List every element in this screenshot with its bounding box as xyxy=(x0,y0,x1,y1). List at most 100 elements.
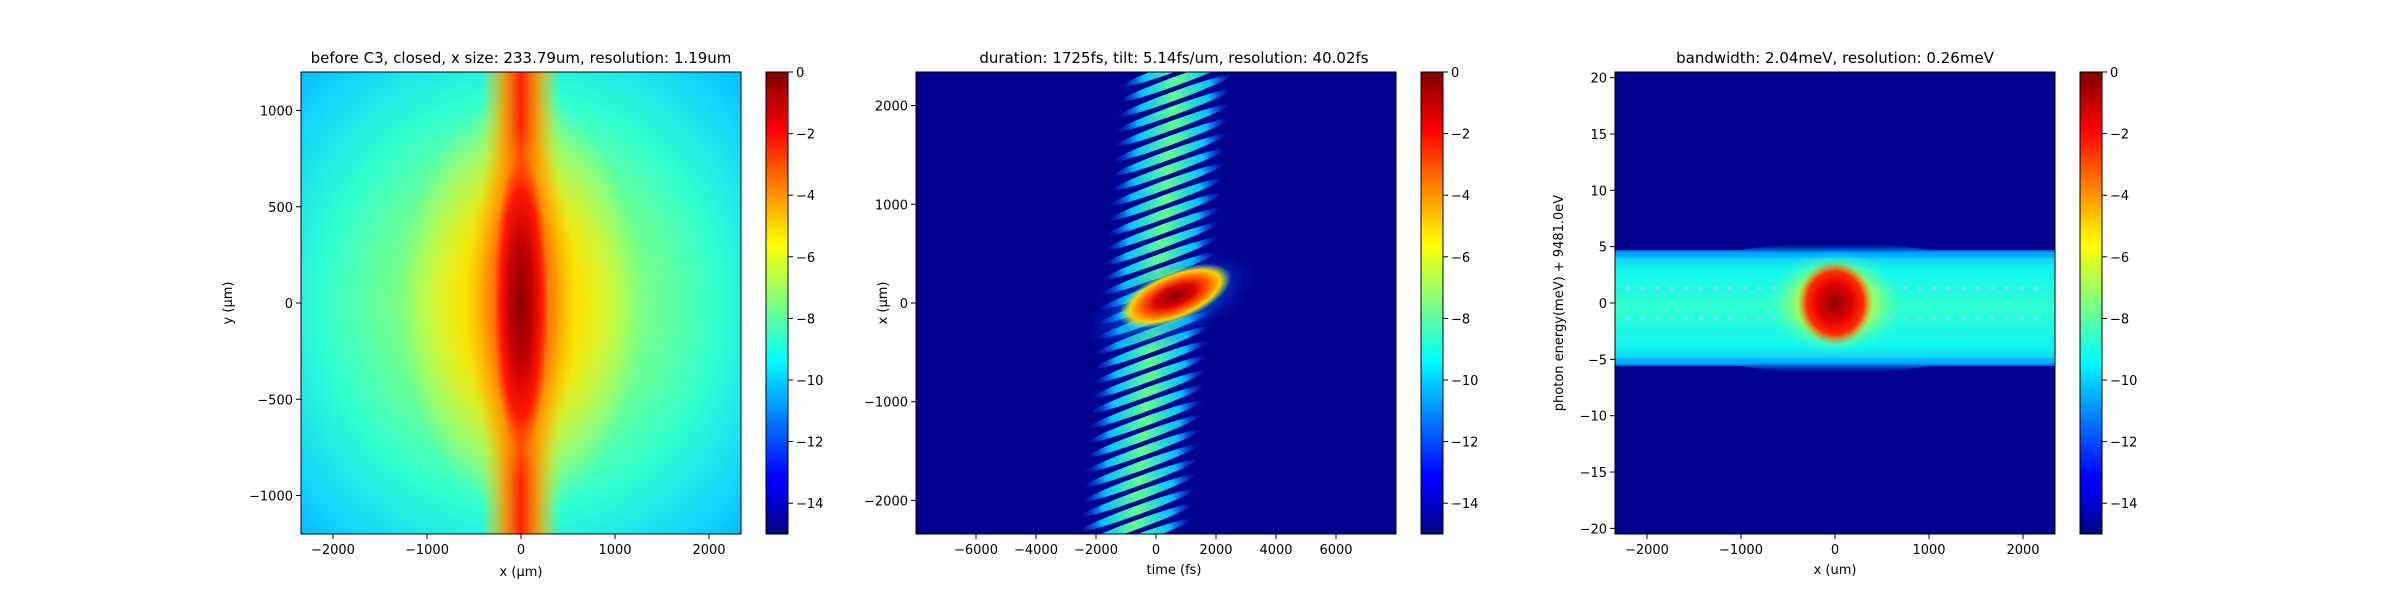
fringe xyxy=(1078,488,1196,532)
y-tick-label: 5 xyxy=(1599,241,1607,256)
dot xyxy=(1625,316,1631,321)
fringe xyxy=(1105,192,1223,236)
fringe xyxy=(1084,429,1201,473)
dot xyxy=(1640,316,1645,321)
fringe xyxy=(1116,74,1234,118)
dot xyxy=(1742,316,1747,321)
fringe xyxy=(1104,207,1222,251)
x-tick-label: −2000 xyxy=(1074,543,1118,558)
colorbar-tick-label: −8 xyxy=(796,312,815,327)
x-tick-label: 4000 xyxy=(1259,543,1292,558)
fringe xyxy=(1118,72,1235,103)
y-tick-label: 10 xyxy=(1590,184,1607,199)
colorbar-tick-label: −6 xyxy=(796,251,815,266)
colorbar-tick-label: −4 xyxy=(2110,189,2129,204)
dot xyxy=(1655,316,1660,321)
colorbar-tick-label: 0 xyxy=(2110,66,2118,81)
dot xyxy=(1625,286,1631,291)
colorbar-tick-label: −6 xyxy=(1451,251,1470,266)
y-tick-label: −1000 xyxy=(864,396,908,411)
colorbar-tick-label: −14 xyxy=(2110,497,2137,512)
dot xyxy=(1946,316,1951,321)
fringe xyxy=(1085,414,1203,458)
fringe xyxy=(1115,88,1232,133)
colorbar-tick-label: 0 xyxy=(796,66,804,81)
dot xyxy=(2019,286,2024,291)
dot xyxy=(1742,286,1747,291)
dot xyxy=(1990,286,1995,291)
fringe xyxy=(1114,103,1231,147)
dot xyxy=(1669,286,1675,291)
x-tick-label: −4000 xyxy=(1014,543,1058,558)
y-tick-label: −15 xyxy=(1580,466,1607,481)
heatmap-image-3 xyxy=(1615,72,2055,534)
x-tick-label: −6000 xyxy=(954,543,998,558)
dot xyxy=(1961,286,1966,291)
fringe xyxy=(1081,459,1198,503)
colorbar-tick-label: −12 xyxy=(796,436,823,451)
y-tick-label: 500 xyxy=(268,201,293,216)
dot xyxy=(1975,286,1981,291)
x-tick-label: 1000 xyxy=(598,543,631,558)
heatmap-panel-3: −2000 −1000 0 1000 2000 −20 −15 −10 −5 0 5 10 15 20 b… xyxy=(1552,49,2056,578)
dot xyxy=(1655,286,1660,291)
dot xyxy=(1757,316,1762,321)
fringe xyxy=(1101,236,1219,281)
y-tick-label: 20 xyxy=(1590,72,1607,87)
colorbar-tick-label: −14 xyxy=(1451,497,1478,512)
dot xyxy=(1698,286,1704,291)
y-tick-label: −5 xyxy=(1588,353,1607,368)
x-axis-label-1: x (μm) xyxy=(500,565,543,580)
x-axis-label-2: time (fs) xyxy=(1147,563,1202,578)
dot xyxy=(1713,286,1718,291)
dot xyxy=(2004,316,2010,321)
dot xyxy=(1757,286,1762,291)
y-tick-label: 0 xyxy=(285,297,293,312)
x-tick-label: 6000 xyxy=(1319,543,1352,558)
dot xyxy=(1975,316,1981,321)
colorbar-tick-label: −10 xyxy=(1451,374,1478,389)
y-tick-label: −10 xyxy=(1580,410,1607,425)
fringe xyxy=(1108,162,1226,207)
y-axis-label-3: photon energy(meV) + 9481.0eV xyxy=(1552,195,1567,412)
dot xyxy=(1684,286,1689,291)
dot xyxy=(1727,286,1733,291)
y-tick-label: 15 xyxy=(1590,128,1607,143)
x-tick-label: −2000 xyxy=(311,543,355,558)
heatmap-image-2 xyxy=(916,72,1396,534)
colorbar-tick-label: −2 xyxy=(2110,128,2129,143)
colorbar-tick-label: −10 xyxy=(796,374,823,389)
colorbar-tick-label: −2 xyxy=(1451,128,1470,143)
colorbar-tick-label: −12 xyxy=(1451,436,1478,451)
fringe xyxy=(1082,444,1200,488)
heatmap-panel-1: −2000 −1000 0 1000 2000 −1000 −500 0 500 1000 bef… xyxy=(221,49,742,580)
colorbar-tick-label: −4 xyxy=(1451,189,1470,204)
y-tick-label: −20 xyxy=(1580,522,1607,537)
dot xyxy=(1917,316,1922,321)
colorbar-tick-label: −14 xyxy=(796,497,823,512)
x-tick-label: −1000 xyxy=(405,543,449,558)
y-tick-label: 2000 xyxy=(875,100,908,115)
x-tick-label: −1000 xyxy=(1719,543,1763,558)
heatmap-panel-2: −6000 −4000 −2000 0 2000 4000 6000 −2000 −1000 0 1… xyxy=(864,49,1397,578)
x-tick-label: 0 xyxy=(1152,543,1160,558)
fringe xyxy=(1075,518,1193,534)
y-tick-label: −500 xyxy=(257,393,293,408)
dot xyxy=(1684,316,1689,321)
dot xyxy=(1727,316,1733,321)
colorbar-3: 0 −2 −4 −6 −8 −10 −12 −14 xyxy=(2079,66,2137,535)
fringe xyxy=(1088,385,1205,429)
fringe xyxy=(1109,148,1227,192)
dot xyxy=(1698,316,1704,321)
colorbar-tick-label: 0 xyxy=(1451,66,1459,81)
colorbar-tick-label: −8 xyxy=(1451,312,1470,327)
y-axis-label-2: x (μm) xyxy=(876,282,891,325)
fringe xyxy=(1107,177,1224,221)
dot xyxy=(2019,316,2024,321)
dot xyxy=(1931,286,1937,291)
dot xyxy=(1902,316,1908,321)
colorbar-tick-label: −2 xyxy=(796,128,815,143)
y-axis-label-1: y (μm) xyxy=(221,282,236,325)
fringe xyxy=(1090,355,1208,399)
